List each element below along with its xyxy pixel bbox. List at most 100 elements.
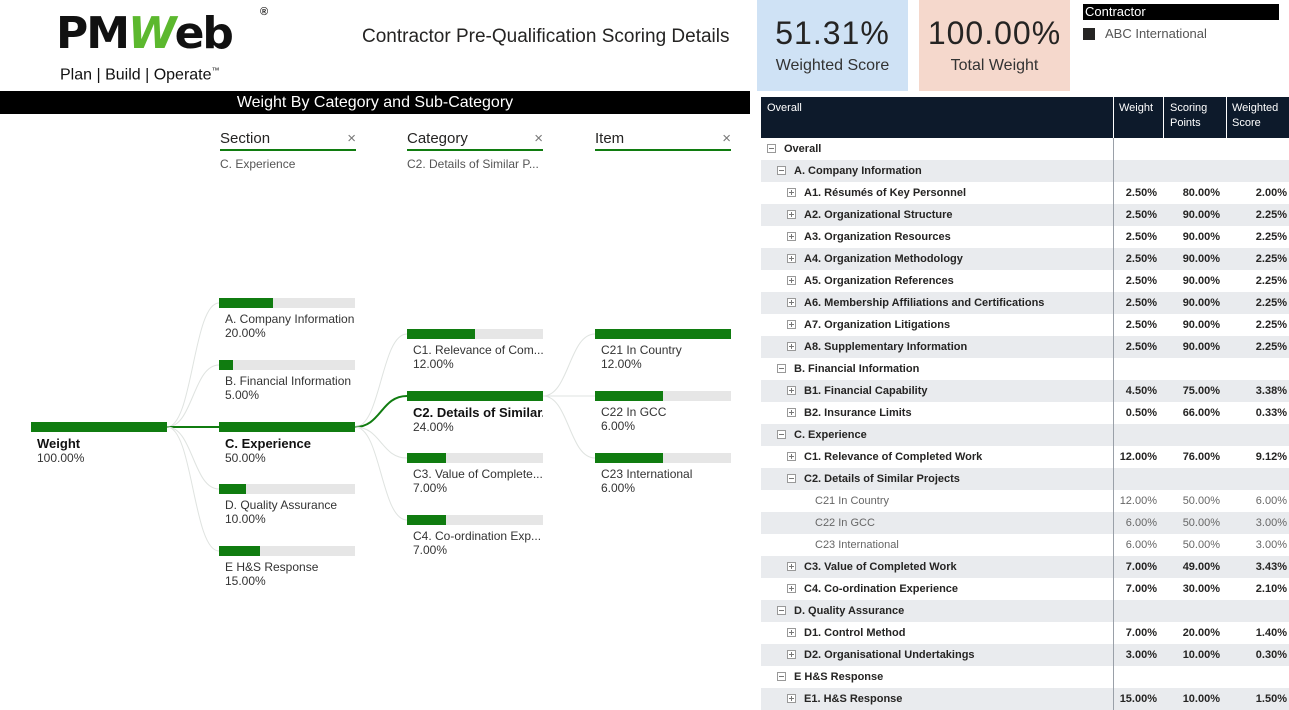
expand-icon[interactable] [787,451,796,461]
collapse-icon[interactable] [787,473,796,483]
collapse-icon[interactable] [777,605,786,615]
row-name: A6. Membership Affiliations and Certific… [787,292,1044,314]
node-bar-fill [219,422,355,432]
tree-node-root[interactable]: Weight 100.00% [31,422,167,465]
table-row[interactable]: A2. Organizational Structure 2.50% 90.00% 2… [761,204,1289,226]
table-row[interactable]: C1. Relevance of Completed Work 12.00% 76.… [761,446,1289,468]
expand-icon[interactable] [787,693,796,703]
node-value: 20.00% [225,326,266,340]
tree-node-item[interactable]: C22 In GCC 6.00% [595,391,731,433]
table-row[interactable]: D. Quality Assurance [761,600,1289,622]
table-row[interactable]: A6. Membership Affiliations and Certific… [761,292,1289,314]
connector [354,333,408,428]
expand-icon[interactable] [787,253,796,263]
cell-points: 50.00% [1182,517,1220,529]
table-row[interactable]: E H&S Response [761,666,1289,688]
expand-icon[interactable] [787,341,796,351]
tree-node-category[interactable]: C1. Relevance of Com... 12.00% [407,329,543,371]
checkbox-icon[interactable] [1083,27,1095,40]
table-row[interactable]: Overall [761,138,1289,160]
total-weight-card: 100.00% Total Weight [919,0,1070,91]
row-name-text: C22 In GCC [815,517,875,529]
tree-node-section[interactable]: B. Financial Information 5.00% [219,360,355,402]
row-name: A. Company Information [777,160,922,182]
table-row[interactable]: A7. Organization Litigations 2.50% 90.00% 2… [761,314,1289,336]
table-row[interactable]: A8. Supplementary Information 2.50% 90.00%… [761,336,1289,358]
expand-icon[interactable] [787,209,796,219]
table-row[interactable]: C3. Value of Completed Work 7.00% 49.00% 3.… [761,556,1289,578]
matrix-header-weight[interactable]: Weight [1119,102,1154,114]
cell-score: 2.25% [1255,319,1287,331]
table-row[interactable]: B1. Financial Capability 4.50% 75.00% 3.38% [761,380,1289,402]
table-row[interactable]: E1. H&S Response 15.00% 10.00% 1.50% [761,688,1289,710]
table-row[interactable]: C22 In GCC 6.00% 50.00% 3.00% [761,512,1289,534]
table-row[interactable]: C2. Details of Similar Projects [761,468,1289,490]
tree-node-section-selected[interactable]: C. Experience 50.00% [219,422,355,465]
tree-connectors [166,302,596,552]
collapse-icon[interactable] [777,165,786,175]
close-icon[interactable]: × [534,130,543,147]
node-value: 50.00% [225,451,266,465]
tree-node-item[interactable]: C23 International 6.00% [595,453,731,495]
tree-node-item[interactable]: C21 In Country 12.00% [595,329,731,371]
close-icon[interactable]: × [347,130,356,147]
header-divider [1226,97,1227,138]
expand-icon[interactable] [787,627,796,637]
collapse-icon[interactable] [767,143,776,153]
node-bar-fill [407,391,543,401]
table-row[interactable]: D2. Organisational Undertakings 3.00% 10.0… [761,644,1289,666]
tree-node-section[interactable]: D. Quality Assurance 10.00% [219,484,355,526]
table-row[interactable]: A. Company Information [761,160,1289,182]
collapse-icon[interactable] [777,671,786,681]
row-name-text: C1. Relevance of Completed Work [804,451,983,463]
table-row[interactable]: C4. Co-ordination Experience 7.00% 30.00% 2… [761,578,1289,600]
tree-node-category[interactable]: C3. Value of Complete... 7.00% [407,453,543,495]
table-row[interactable]: A1. Résumés of Key Personnel 2.50% 80.00% 2… [761,182,1289,204]
table-row[interactable]: A3. Organization Resources 2.50% 90.00% 2.2… [761,226,1289,248]
connector [166,364,220,428]
expand-icon[interactable] [787,561,796,571]
row-name-text: D. Quality Assurance [794,605,905,617]
close-icon[interactable]: × [722,130,731,147]
table-row[interactable]: C23 International 6.00% 50.00% 3.00% [761,534,1289,556]
expand-icon[interactable] [787,297,796,307]
matrix-header-overall[interactable]: Overall [767,102,802,114]
table-row[interactable]: C. Experience [761,424,1289,446]
expand-icon[interactable] [787,583,796,593]
cell-weight: 2.50% [1125,297,1157,309]
row-name: A5. Organization References [787,270,954,292]
total-weight-value: 100.00% [927,15,1062,51]
cell-points: 90.00% [1182,341,1220,353]
row-name: C. Experience [777,424,867,446]
matrix-header-scoring-points[interactable]: Scoring Points [1170,102,1208,129]
expand-icon[interactable] [787,385,796,395]
row-name: B. Financial Information [777,358,919,380]
tree-node-category-selected[interactable]: C2. Details of Similar... 24.00% [407,391,543,434]
node-bar [407,515,543,525]
matrix-header-weighted-score[interactable]: Weighted Score [1232,102,1279,129]
collapse-icon[interactable] [777,363,786,373]
expand-icon[interactable] [787,319,796,329]
tree-node-category[interactable]: C4. Co-ordination Exp... 7.00% [407,515,543,557]
logo-part-eb: eb [174,8,234,59]
connector [166,426,220,552]
expand-icon[interactable] [787,231,796,241]
table-row[interactable]: B2. Insurance Limits 0.50% 66.00% 0.33% [761,402,1289,424]
tree-node-section[interactable]: E H&S Response 15.00% [219,546,355,588]
contractor-slicer-option[interactable]: ABC International [1083,26,1207,41]
expand-icon[interactable] [787,187,796,197]
table-row[interactable]: C21 In Country 12.00% 50.00% 6.00% [761,490,1289,512]
expand-icon[interactable] [787,407,796,417]
cell-weight: 12.00% [1119,451,1157,463]
tree-node-section[interactable]: A. Company Information 20.00% [219,298,355,340]
column-header-item: Item × [595,130,731,151]
table-row[interactable]: A4. Organization Methodology 2.50% 90.00% 2… [761,248,1289,270]
table-row[interactable]: B. Financial Information [761,358,1289,380]
node-bar-fill [219,360,233,370]
logo-trademark: ™ [211,66,220,75]
table-row[interactable]: D1. Control Method 7.00% 20.00% 1.40% [761,622,1289,644]
expand-icon[interactable] [787,275,796,285]
table-row[interactable]: A5. Organization References 2.50% 90.00% 2.… [761,270,1289,292]
expand-icon[interactable] [787,649,796,659]
collapse-icon[interactable] [777,429,786,439]
